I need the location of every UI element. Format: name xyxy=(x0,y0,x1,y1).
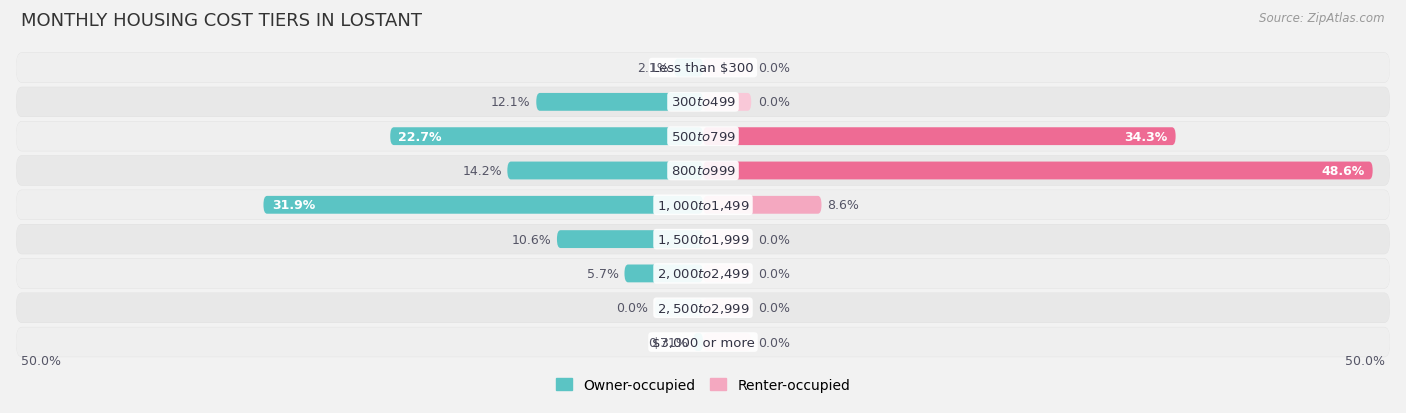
FancyBboxPatch shape xyxy=(263,197,703,214)
Text: 10.6%: 10.6% xyxy=(512,233,551,246)
FancyBboxPatch shape xyxy=(703,197,821,214)
FancyBboxPatch shape xyxy=(15,122,1391,152)
FancyBboxPatch shape xyxy=(703,333,751,351)
FancyBboxPatch shape xyxy=(15,53,1391,83)
Text: 31.9%: 31.9% xyxy=(271,199,315,212)
Text: $300 to $499: $300 to $499 xyxy=(671,96,735,109)
FancyBboxPatch shape xyxy=(15,327,1391,357)
FancyBboxPatch shape xyxy=(15,259,1391,288)
Text: 0.71%: 0.71% xyxy=(648,336,688,349)
Text: 0.0%: 0.0% xyxy=(758,301,790,314)
Text: 0.0%: 0.0% xyxy=(758,336,790,349)
FancyBboxPatch shape xyxy=(15,293,1391,323)
FancyBboxPatch shape xyxy=(693,333,703,351)
Text: $1,000 to $1,499: $1,000 to $1,499 xyxy=(657,198,749,212)
FancyBboxPatch shape xyxy=(508,162,703,180)
FancyBboxPatch shape xyxy=(15,88,1391,118)
Text: $1,500 to $1,999: $1,500 to $1,999 xyxy=(657,233,749,247)
FancyBboxPatch shape xyxy=(703,299,751,317)
FancyBboxPatch shape xyxy=(15,328,1391,357)
Text: 12.1%: 12.1% xyxy=(491,96,531,109)
Text: 14.2%: 14.2% xyxy=(463,165,502,178)
FancyBboxPatch shape xyxy=(15,225,1391,254)
Text: 8.6%: 8.6% xyxy=(827,199,859,212)
Text: 22.7%: 22.7% xyxy=(398,131,441,143)
Text: $800 to $999: $800 to $999 xyxy=(671,165,735,178)
FancyBboxPatch shape xyxy=(391,128,703,146)
FancyBboxPatch shape xyxy=(15,259,1391,289)
FancyBboxPatch shape xyxy=(15,190,1391,220)
FancyBboxPatch shape xyxy=(15,293,1391,323)
FancyBboxPatch shape xyxy=(703,128,1175,146)
Text: 0.0%: 0.0% xyxy=(758,233,790,246)
Text: $2,500 to $2,999: $2,500 to $2,999 xyxy=(657,301,749,315)
FancyBboxPatch shape xyxy=(655,299,703,317)
FancyBboxPatch shape xyxy=(703,265,751,282)
FancyBboxPatch shape xyxy=(703,230,751,249)
FancyBboxPatch shape xyxy=(15,122,1391,152)
FancyBboxPatch shape xyxy=(673,59,703,77)
FancyBboxPatch shape xyxy=(15,225,1391,254)
FancyBboxPatch shape xyxy=(15,54,1391,83)
Text: $3,000 or more: $3,000 or more xyxy=(651,336,755,349)
Legend: Owner-occupied, Renter-occupied: Owner-occupied, Renter-occupied xyxy=(550,372,856,397)
Text: $2,000 to $2,499: $2,000 to $2,499 xyxy=(657,267,749,281)
Text: 50.0%: 50.0% xyxy=(21,354,60,368)
FancyBboxPatch shape xyxy=(536,94,703,112)
FancyBboxPatch shape xyxy=(15,190,1391,221)
Text: 34.3%: 34.3% xyxy=(1123,131,1167,143)
Text: Less than $300: Less than $300 xyxy=(652,62,754,75)
FancyBboxPatch shape xyxy=(15,157,1391,186)
Text: $500 to $799: $500 to $799 xyxy=(671,131,735,143)
FancyBboxPatch shape xyxy=(703,162,1372,180)
FancyBboxPatch shape xyxy=(703,94,751,112)
FancyBboxPatch shape xyxy=(15,156,1391,186)
Text: 0.0%: 0.0% xyxy=(616,301,648,314)
Text: 0.0%: 0.0% xyxy=(758,96,790,109)
Text: 5.7%: 5.7% xyxy=(586,267,619,280)
FancyBboxPatch shape xyxy=(703,59,751,77)
Text: 48.6%: 48.6% xyxy=(1322,165,1364,178)
Text: Source: ZipAtlas.com: Source: ZipAtlas.com xyxy=(1260,12,1385,25)
Text: 0.0%: 0.0% xyxy=(758,62,790,75)
FancyBboxPatch shape xyxy=(624,265,703,282)
Text: 0.0%: 0.0% xyxy=(758,267,790,280)
FancyBboxPatch shape xyxy=(557,230,703,249)
Text: 50.0%: 50.0% xyxy=(1346,354,1385,368)
FancyBboxPatch shape xyxy=(15,88,1391,117)
Text: 2.1%: 2.1% xyxy=(637,62,669,75)
Text: MONTHLY HOUSING COST TIERS IN LOSTANT: MONTHLY HOUSING COST TIERS IN LOSTANT xyxy=(21,12,422,30)
